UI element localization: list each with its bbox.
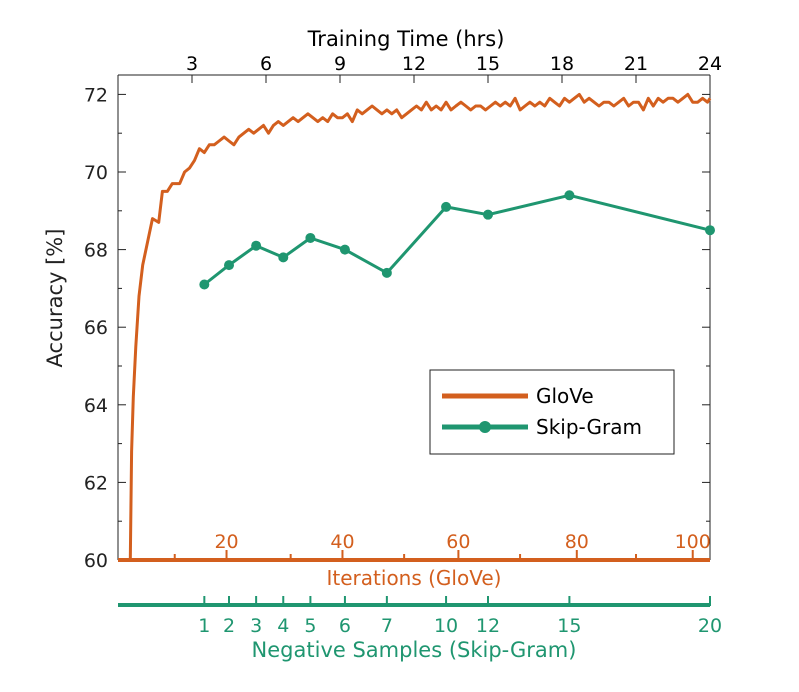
skipgram-line	[203, 193, 711, 286]
iterations-axis-tick-label: 60	[446, 531, 470, 553]
negative-samples-axis-tick-label: 20	[698, 615, 722, 637]
legend-skipgram-marker	[479, 421, 491, 433]
iterations-axis-tick-label: 40	[330, 531, 354, 553]
top-axis-tick-label: 24	[698, 53, 722, 75]
negative-samples-axis-tick-label: 6	[339, 615, 351, 637]
skipgram-point	[199, 279, 210, 290]
y-axis-tick-label: 70	[84, 162, 108, 184]
legend-skipgram-label: Skip-Gram	[536, 415, 642, 439]
iterations-axis-tick-label: 80	[565, 531, 589, 553]
top-axis-title: Training Time (hrs)	[307, 27, 505, 51]
negative-samples-axis-title: Negative Samples (Skip-Gram)	[252, 638, 577, 662]
top-axis-tick-label: 15	[476, 53, 500, 75]
y-axis-tick-label: 72	[84, 84, 108, 106]
y-axis-tick-label: 60	[84, 550, 108, 572]
negative-samples-axis-tick-label: 2	[223, 615, 235, 637]
top-axis-tick-label: 18	[550, 53, 574, 75]
legend-box	[429, 369, 675, 455]
legend-glove-label: GloVe	[536, 384, 594, 408]
y-axis-ticks: 60 62 64 66 68 70 72	[84, 84, 710, 572]
negative-samples-axis-tick-label: 4	[277, 615, 289, 637]
iterations-axis-tick-label: 20	[214, 531, 238, 553]
negative-samples-axis-tick-label: 12	[476, 615, 500, 637]
negative-samples-axis-tick-label: 3	[250, 615, 262, 637]
negative-samples-axis-tick-label: 15	[557, 615, 581, 637]
legend: GloVe Skip-Gram	[429, 369, 675, 455]
iterations-axis-title: Iterations (GloVe)	[327, 566, 502, 590]
top-axis-tick-label: 12	[402, 53, 426, 75]
skipgram-point	[483, 209, 493, 220]
skipgram-point	[305, 232, 316, 243]
y-axis-tick-label: 62	[84, 472, 108, 494]
top-axis-tick-label: 21	[624, 53, 648, 75]
skipgram-point	[278, 252, 289, 263]
skipgram-point	[224, 260, 234, 271]
skipgram-point	[705, 225, 715, 236]
top-axis-tick-label: 9	[334, 53, 346, 75]
skipgram-point	[564, 190, 575, 201]
negative-samples-axis-tick-label: 5	[304, 615, 316, 637]
skipgram-point	[251, 240, 262, 251]
skipgram-point	[339, 244, 350, 255]
negative-samples-axis-tick-label: 1	[198, 615, 210, 637]
skipgram-point	[381, 267, 392, 278]
y-axis-tick-label: 66	[84, 317, 108, 339]
y-axis-tick-label: 68	[84, 240, 108, 262]
series-layer	[128, 92, 715, 561]
iterations-axis-tick-label: 100	[675, 531, 711, 553]
y-axis-tick-label: 64	[84, 395, 108, 417]
y-axis-title: Accuracy [%]	[43, 229, 67, 368]
top-axis-ticks: 3 6 9 12 15 18 21 24	[186, 53, 722, 83]
negative-samples-axis-tick-label: 10	[434, 615, 458, 637]
glove-line	[128, 92, 712, 561]
skipgram-point	[441, 201, 452, 212]
negative-samples-axis-tick-label: 7	[381, 615, 393, 637]
top-axis-tick-label: 3	[186, 53, 198, 75]
top-axis-tick-label: 6	[260, 53, 272, 75]
